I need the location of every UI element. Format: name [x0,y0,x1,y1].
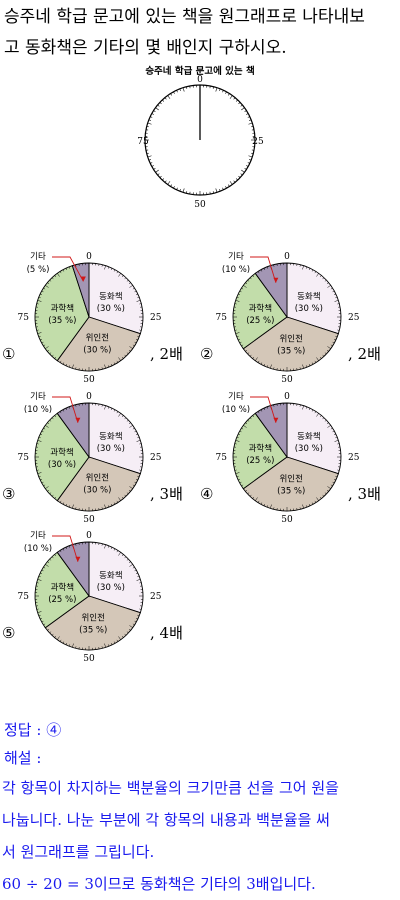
pie-tick-label: 75 [18,313,30,323]
pie-tick-label: 25 [150,592,162,602]
reference-tick-label-75: 75 [137,137,149,147]
slice-label-name: 과학책 [249,303,272,314]
question-text: 승주네 학급 문고에 있는 책을 원그래프로 나타내보 고 동화책은 기타의 몇… [4,2,398,64]
slice-label-percent: (10 %) [24,544,52,554]
slice-label-name: 위인전 [279,474,302,485]
option-answer: , 3배 [348,485,381,503]
explanation-label: 해설 : [0,746,400,770]
pie-tick-label: 0 [284,252,290,262]
explanation-line: 60 ÷ 20 = 3이므로 동화책은 기타의 3배입니다. [0,868,400,900]
pie-tick-label: 25 [150,313,162,323]
slice-label-percent: (35 %) [48,316,76,326]
explanation-line: 나눕니다. 나눈 부분에 각 항목의 내용과 백분율을 써 [0,804,400,836]
slice-label-percent: (30 %) [295,304,323,314]
slice-label-name: 동화책 [99,431,122,442]
slice-label-name: 동화책 [297,431,320,442]
slice-label-name: 동화책 [99,291,122,302]
slice-label-name: 위인전 [81,613,104,624]
slice-label-percent: (30 %) [97,583,125,593]
reference-tick-label-50: 50 [194,200,206,210]
slice-label-name: 과학책 [50,447,73,458]
slice-label-name: 동화책 [297,291,320,302]
slice-label-percent: (30 %) [83,346,111,356]
slice-label-name: 위인전 [86,333,109,344]
slice-label-name: 위인전 [86,473,109,484]
explanation-line: 각 항목이 차지하는 백분율의 크기만큼 선을 그어 원을 [0,772,400,804]
pie-tick-label: 0 [284,392,290,402]
reference-tick-label-0: 0 [197,75,203,85]
pie-tick-label: 25 [348,313,360,323]
slice-label-percent: (25 %) [246,456,274,466]
pie-tick-label: 50 [83,515,95,525]
option-marker[interactable]: ② [200,345,213,363]
slice-label-name: 기타 [228,252,244,262]
option-marker[interactable]: ④ [200,485,213,503]
slice-label-percent: (5 %) [27,265,50,275]
pie-tick-label: 75 [18,453,30,463]
pie-tick-label: 50 [281,515,293,525]
slice-label-percent: (35 %) [79,626,107,636]
pie-tick-label: 0 [86,531,92,541]
pie-tick-label: 75 [216,313,228,323]
pie-tick-label: 25 [150,453,162,463]
pie-tick-label: 25 [348,453,360,463]
pie-tick-label: 75 [216,453,228,463]
reference-graph: 0 25 50 75 [0,76,400,216]
slice-label-name: 기타 [30,392,46,402]
slice-label-percent: (30 %) [97,444,125,454]
slice-label-name: 과학책 [51,303,74,314]
option-marker[interactable]: ① [2,345,15,363]
pie-tick-label: 50 [281,375,293,385]
pie-tick-label: 50 [83,375,95,385]
slice-label-percent: (25 %) [246,316,274,326]
option-answer: , 2배 [348,345,381,363]
slice-label-percent: (30 %) [48,460,76,470]
pie-tick-label: 0 [86,252,92,262]
explanation-line: 서 원그래프를 그립니다. [0,836,400,868]
slice-label-percent: (10 %) [222,405,250,415]
slice-label-percent: (30 %) [97,304,125,314]
pie-tick-label: 50 [83,654,95,664]
slice-label-percent: (35 %) [277,487,305,497]
slice-label-name: 동화책 [99,570,122,581]
pie-tick-label: 0 [86,392,92,402]
pie-tick-label: 75 [18,592,30,602]
solution: 정답 : ④ 해설 : 각 항목이 차지하는 백분율의 크기만큼 선을 그어 원… [0,718,400,900]
option-answer: , 2배 [150,345,183,363]
slice-label-name: 기타 [228,392,244,402]
slice-label-percent: (25 %) [48,595,76,605]
slice-label-name: 위인전 [279,334,302,345]
slice-label-percent: (30 %) [83,486,111,496]
slice-label-percent: (10 %) [24,405,52,415]
option-marker[interactable]: ⑤ [2,624,15,642]
option-marker[interactable]: ③ [2,485,15,503]
option-answer: , 3배 [150,485,183,503]
reference-tick-label-25: 25 [252,137,264,147]
slice-label-name: 기타 [30,252,46,262]
slice-label-name: 과학책 [249,443,272,454]
slice-label-percent: (35 %) [277,347,305,357]
slice-label-name: 기타 [30,531,46,541]
option-answer: , 4배 [150,624,183,642]
answer-line: 정답 : ④ [0,718,400,742]
slice-label-percent: (30 %) [295,444,323,454]
slice-label-percent: (10 %) [222,265,250,275]
question-line: 고 동화책은 기타의 몇 배인지 구하시오. [4,33,398,64]
question-line: 승주네 학급 문고에 있는 책을 원그래프로 나타내보 [4,2,398,33]
slice-label-name: 과학책 [51,582,74,593]
